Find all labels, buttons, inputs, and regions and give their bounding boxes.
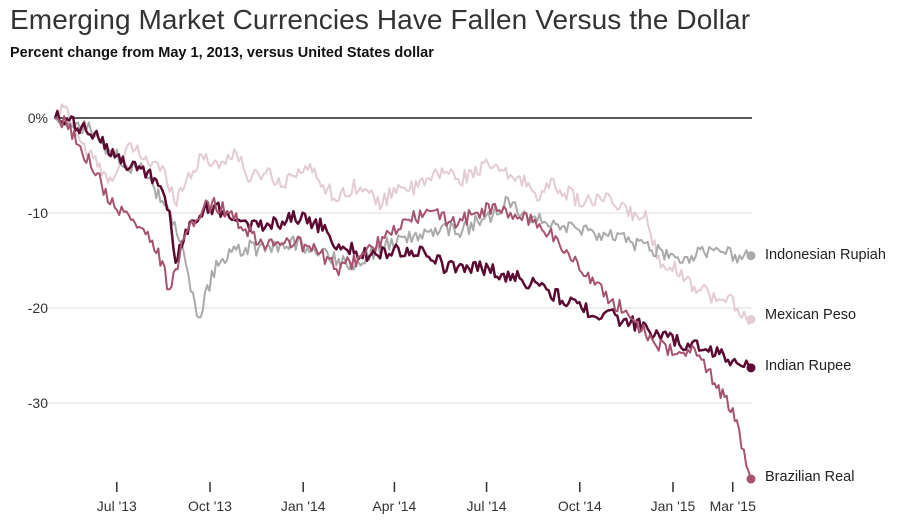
x-tick-label: Jul '14: [467, 498, 507, 514]
y-tick-label: -10: [28, 205, 48, 221]
x-tick-label: Mar '15: [710, 498, 756, 514]
x-tick-label: Jan '15: [651, 498, 696, 514]
series-label-brazilian-real: Brazilian Real: [765, 469, 854, 485]
y-tick-label: 0%: [28, 110, 48, 126]
series-endpoint-brazilian-real: [746, 474, 756, 484]
series-line-mexican-peso: [54, 103, 752, 326]
series-layer: [53, 103, 756, 484]
series-line-indian-rupee: [53, 109, 753, 370]
x-tick-label: Jul '13: [97, 498, 137, 514]
chart-subtitle: Percent change from May 1, 2013, versus …: [10, 45, 434, 61]
series-endpoint-indian-rupee: [746, 363, 756, 373]
series-endpoint-indonesian-rupiah: [746, 251, 756, 261]
x-tick-label: Jan '14: [281, 498, 326, 514]
chart-title: Emerging Market Currencies Have Fallen V…: [10, 4, 751, 35]
y-tick-label: -20: [28, 300, 48, 316]
grid-layer: 0% -10 -20 -30: [28, 110, 752, 411]
x-tick-label: Apr '14: [372, 498, 416, 514]
series-label-indian-rupee: Indian Rupee: [765, 358, 851, 374]
series-labels: Mexican Peso Indonesian Rupiah Indian Rupe…: [765, 247, 886, 485]
x-tick-label: Oct '14: [558, 498, 602, 514]
x-tick-label: Oct '13: [188, 498, 232, 514]
x-axis: Jul '13 Oct '13 Jan '14 Apr '14 Jul '14 Oct '…: [97, 482, 756, 514]
y-tick-label: -30: [28, 395, 48, 411]
series-label-indonesian-rupiah: Indonesian Rupiah: [765, 247, 886, 263]
series-label-mexican-peso: Mexican Peso: [765, 307, 856, 323]
series-endpoint-mexican-peso: [746, 314, 756, 324]
series-line-brazilian-real: [54, 115, 752, 480]
